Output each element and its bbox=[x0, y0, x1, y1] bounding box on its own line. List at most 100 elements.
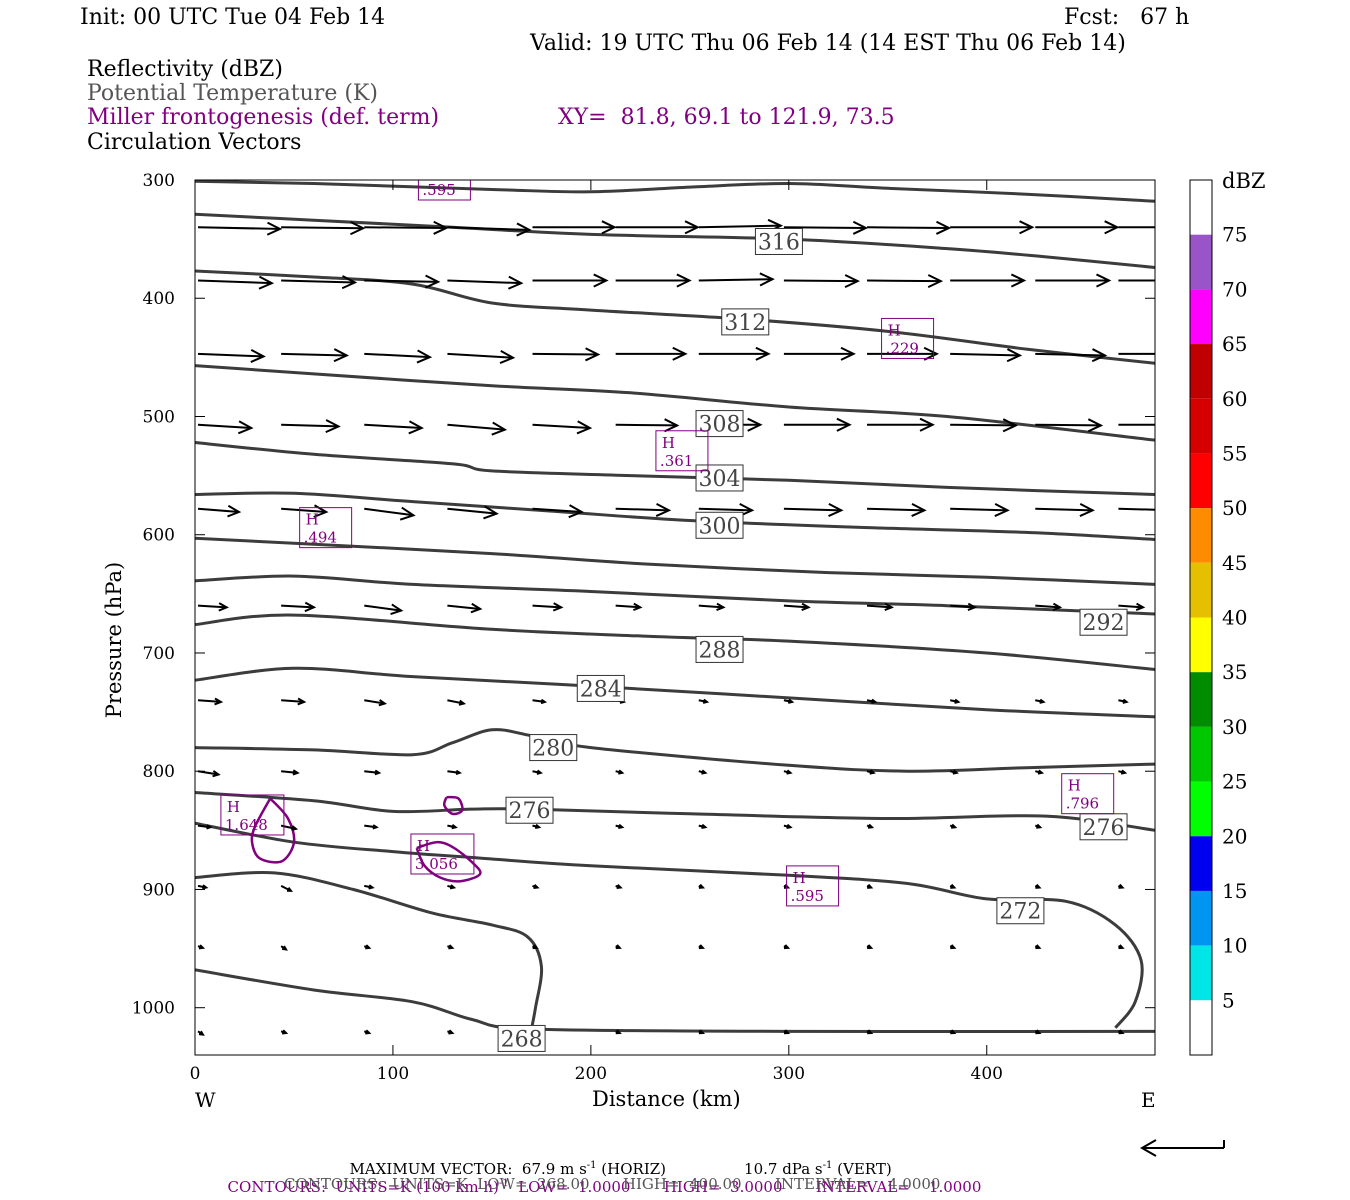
colorbar-segment-12 bbox=[1190, 836, 1212, 891]
theta-contour-300 bbox=[195, 491, 1155, 541]
colorbar-segment-9 bbox=[1190, 672, 1212, 727]
theta-contour-268 bbox=[195, 968, 1155, 1034]
theta-label-284-box bbox=[576, 674, 625, 702]
vector-2-10 bbox=[1035, 348, 1108, 363]
theta-label-276-box bbox=[505, 796, 554, 824]
theta-label-288: 288 bbox=[699, 638, 741, 663]
vector-11-10 bbox=[1034, 1029, 1042, 1035]
theta-label-308: 308 bbox=[699, 413, 741, 438]
vector-1-9 bbox=[950, 273, 1027, 288]
vector-3-0 bbox=[197, 420, 254, 435]
colorbar-label-50: 50 bbox=[1222, 496, 1247, 520]
field-frontogenesis: Miller frontogenesis (def. term) bbox=[87, 105, 440, 130]
field-potential-temperature: Potential Temperature (K) bbox=[87, 81, 378, 106]
vector-8-7 bbox=[783, 823, 793, 830]
vector-1-6 bbox=[698, 272, 775, 287]
vector-7-7 bbox=[783, 769, 793, 775]
theta-label-308-box bbox=[695, 410, 744, 438]
vector-4-7 bbox=[783, 503, 844, 517]
colorbar-segment-2 bbox=[1190, 289, 1212, 345]
frontogenesis-contour-1 bbox=[415, 840, 482, 883]
frontogenesis-max-value-5: 3.056 bbox=[415, 855, 458, 873]
colorbar-segment-11 bbox=[1190, 781, 1212, 837]
vector-3-9 bbox=[950, 418, 1019, 433]
colorbar-segment-13 bbox=[1190, 890, 1212, 946]
colorbar-label-15: 15 bbox=[1222, 879, 1247, 903]
vector-9-5 bbox=[615, 884, 623, 890]
vector-5-7 bbox=[783, 602, 811, 612]
valid-time: Valid: 19 UTC Thu 06 Feb 14 (14 EST Thu … bbox=[530, 31, 1126, 56]
vector-0-4 bbox=[532, 220, 617, 235]
theta-contour-info: CONTOURS: UNITS=K LOW= 268.00 HIGH= 400.… bbox=[284, 1175, 941, 1193]
frontogenesis-max-letter-0: H bbox=[424, 163, 437, 181]
vector-5-5 bbox=[615, 602, 643, 612]
max-vector-horiz: MAXIMUM VECTOR: 67.9 m s bbox=[349, 1160, 587, 1178]
vector-6-1 bbox=[281, 697, 307, 706]
vector-8-1 bbox=[280, 824, 299, 831]
vector-0-8 bbox=[867, 220, 952, 235]
vector-5-0 bbox=[197, 602, 229, 612]
vector-4-1 bbox=[281, 504, 329, 518]
colorbar-segment-10 bbox=[1190, 726, 1212, 782]
vector-2-1 bbox=[281, 348, 350, 363]
vector-1-1 bbox=[281, 275, 358, 290]
vector-2-4 bbox=[532, 347, 601, 362]
theta-label-276: 276 bbox=[509, 799, 551, 824]
frontogenesis-contour-0 bbox=[250, 797, 296, 864]
vector-8-0 bbox=[197, 824, 213, 830]
vector-6-4 bbox=[532, 698, 548, 705]
vector-8-8 bbox=[866, 823, 875, 829]
theta-contour-316 bbox=[195, 212, 1155, 269]
vector-8-4 bbox=[532, 823, 542, 830]
vector-6-3 bbox=[447, 699, 467, 706]
vector-5-3 bbox=[447, 602, 483, 614]
vector-2-0 bbox=[197, 348, 266, 363]
vector-7-10 bbox=[1035, 769, 1045, 775]
vector-11-9 bbox=[949, 1029, 957, 1035]
vector-4-6 bbox=[698, 502, 755, 517]
vector-0-10 bbox=[1035, 220, 1120, 235]
vector-1-0 bbox=[197, 275, 275, 290]
forecast-hour: Fcst: 67 h bbox=[1064, 5, 1190, 30]
vector-10-11 bbox=[1118, 944, 1125, 950]
frontogenesis-max-value-7: .796 bbox=[1066, 795, 1099, 813]
vector-9-3 bbox=[447, 884, 457, 890]
vector-0-11 bbox=[1118, 226, 1155, 229]
frontogenesis-max-box-6 bbox=[786, 865, 840, 907]
vector-1-7 bbox=[783, 274, 860, 289]
field-circulation-vectors: Circulation Vectors bbox=[87, 130, 302, 155]
x-axis-end-west: W bbox=[195, 1088, 216, 1112]
theta-contour-308 bbox=[195, 364, 1155, 442]
reference-vector-arrow bbox=[1139, 1139, 1225, 1157]
vector-9-11 bbox=[1118, 883, 1125, 889]
vector-7-3 bbox=[447, 769, 462, 776]
vector-1-4 bbox=[532, 273, 609, 288]
vector-10-0 bbox=[197, 944, 206, 950]
theta-label-276-b: 276 bbox=[1083, 816, 1125, 841]
x-tick-label-400: 400 bbox=[971, 1064, 1003, 1084]
colorbar-segment-6 bbox=[1190, 508, 1212, 563]
vector-8-10 bbox=[1034, 823, 1043, 829]
vector-4-8 bbox=[867, 503, 927, 517]
colorbar-label-70: 70 bbox=[1222, 277, 1247, 301]
vector-11-0 bbox=[197, 1030, 205, 1036]
vector-10-1 bbox=[280, 945, 288, 951]
vector-6-8 bbox=[866, 698, 878, 704]
vector-11-5 bbox=[615, 1029, 622, 1035]
vector-6-2 bbox=[364, 699, 388, 707]
theta-contour-312 bbox=[195, 269, 1155, 365]
vector-3-5 bbox=[615, 418, 680, 433]
vector-5-1 bbox=[281, 601, 317, 613]
vector-5-4 bbox=[532, 602, 564, 612]
vector-4-0 bbox=[197, 504, 242, 518]
colorbar-label-25: 25 bbox=[1222, 770, 1247, 794]
theta-label-268: 268 bbox=[501, 1027, 543, 1052]
vector-11-2 bbox=[363, 1029, 372, 1035]
x-tick-label-100: 100 bbox=[377, 1064, 409, 1084]
frontogenesis-max-value-2: .361 bbox=[660, 452, 693, 470]
vector-7-8 bbox=[866, 769, 876, 775]
vector-8-9 bbox=[949, 823, 958, 829]
vector-5-9 bbox=[950, 602, 978, 612]
vector-10-3 bbox=[447, 944, 455, 950]
vector-7-1 bbox=[281, 769, 300, 776]
